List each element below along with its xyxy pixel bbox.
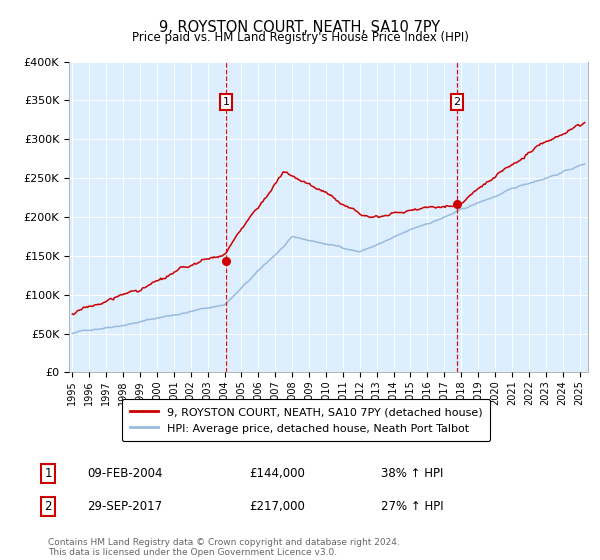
Legend: 9, ROYSTON COURT, NEATH, SA10 7PY (detached house), HPI: Average price, detached: 9, ROYSTON COURT, NEATH, SA10 7PY (detac… [122, 399, 490, 441]
Text: 2: 2 [44, 500, 52, 514]
Text: Price paid vs. HM Land Registry's House Price Index (HPI): Price paid vs. HM Land Registry's House … [131, 31, 469, 44]
Text: 9, ROYSTON COURT, NEATH, SA10 7PY: 9, ROYSTON COURT, NEATH, SA10 7PY [160, 20, 440, 35]
Text: 1: 1 [223, 97, 230, 107]
Text: £217,000: £217,000 [249, 500, 305, 514]
Text: 29-SEP-2017: 29-SEP-2017 [87, 500, 162, 514]
Text: 1: 1 [44, 466, 52, 480]
Text: Contains HM Land Registry data © Crown copyright and database right 2024.
This d: Contains HM Land Registry data © Crown c… [48, 538, 400, 557]
Text: 2: 2 [454, 97, 461, 107]
Text: 38% ↑ HPI: 38% ↑ HPI [381, 466, 443, 480]
Text: £144,000: £144,000 [249, 466, 305, 480]
Text: 27% ↑ HPI: 27% ↑ HPI [381, 500, 443, 514]
Text: 09-FEB-2004: 09-FEB-2004 [87, 466, 163, 480]
